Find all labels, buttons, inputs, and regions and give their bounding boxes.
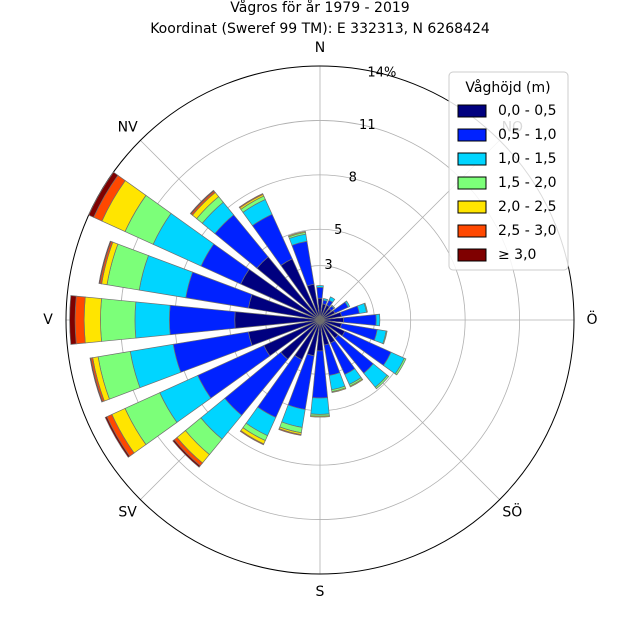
outer-ring — [65, 65, 575, 575]
rose-bar-segment — [172, 439, 201, 468]
rose-bar-segment — [189, 189, 215, 215]
direction-label: N — [315, 40, 325, 56]
legend-swatch — [457, 200, 487, 214]
rose-bar-segment — [69, 295, 77, 345]
legend-entries: 0,0 - 0,5 0,5 - 1,0 1,0 - 1,5 1,5 - 2,0 2,0 … — [457, 103, 556, 263]
direction-label: V — [43, 312, 53, 328]
rose-bar-segment — [328, 296, 336, 303]
rose-bar-segment — [287, 230, 306, 238]
rose-bar-segment — [100, 298, 137, 342]
rose-bar-segment — [343, 314, 377, 326]
radial-tick-label: 8 — [349, 171, 357, 186]
direction-label: S — [316, 584, 325, 600]
direction-label: SÖ — [502, 502, 522, 520]
legend-title: Våghöjd (m) — [465, 79, 550, 96]
rose-bar-segment — [331, 387, 347, 393]
chart-subtitle: Koordinat (Sweref 99 TM): E 332313, N 62… — [150, 21, 490, 37]
legend-box — [448, 71, 569, 271]
rose-bar-segment — [382, 330, 388, 345]
legend: Våghöjd (m) 0,0 - 0,5 0,5 - 1,0 1,0 - 1,5 1… — [448, 71, 569, 271]
rose-bars — [69, 171, 407, 468]
direction-label: SV — [118, 504, 137, 520]
radial-tick-labels: 3 5 8 11 14% — [324, 66, 396, 273]
legend-label: 0,5 - 1,0 — [498, 127, 556, 143]
rose-bar-segment — [238, 193, 264, 209]
rose-bar-segment — [375, 313, 381, 327]
radial-tick-label: 14% — [367, 66, 396, 81]
direction-label: Ö — [586, 310, 597, 328]
rose-bar-segment — [312, 350, 328, 399]
rose-bar-segment — [363, 302, 368, 313]
rose-bar-segment — [98, 240, 112, 284]
legend-label: 1,0 - 1,5 — [498, 151, 556, 167]
legend-label: 2,5 - 3,0 — [498, 223, 556, 239]
rose-bar-segment — [316, 286, 324, 299]
legend-swatch — [457, 152, 487, 166]
rose-bar-segment — [349, 378, 364, 388]
legend-swatch — [457, 104, 487, 118]
direction-label: NV — [118, 120, 138, 136]
legend-label: 1,5 - 2,0 — [498, 175, 556, 191]
rose-bar-segment — [134, 301, 171, 339]
legend-swatch — [457, 176, 487, 190]
rose-bar-segment — [394, 357, 407, 376]
rose-bar-segment — [104, 416, 131, 458]
chart-title: Vågros för år 1979 - 2019 — [230, 0, 409, 16]
radial-tick-label: 3 — [324, 258, 332, 273]
rose-bar-segment — [89, 357, 104, 403]
legend-swatch — [457, 224, 487, 238]
rose-bar-segment — [374, 374, 390, 390]
rose-bar-segment — [239, 430, 265, 446]
rose-bar-segment — [88, 171, 119, 218]
rose-bar-segment — [310, 415, 330, 418]
legend-label: 2,0 - 2,5 — [498, 199, 556, 215]
rose-bar-segment — [310, 397, 330, 415]
rose-bar-segment — [138, 255, 194, 299]
legend-label: ≥ 3,0 — [498, 247, 536, 263]
rose-bar-segment — [344, 300, 351, 308]
rose-bar-segment — [83, 296, 102, 344]
rose-bar-segment — [322, 298, 329, 302]
legend-swatch — [457, 248, 487, 262]
legend-swatch — [457, 128, 487, 142]
rose-bar-segment — [316, 285, 324, 288]
radial-tick-label: 11 — [359, 118, 376, 133]
rose-bar-segment — [278, 428, 302, 436]
rose-bar-segment — [331, 304, 336, 309]
rose-bar-segment — [169, 304, 236, 336]
legend-label: 0,0 - 0,5 — [498, 103, 556, 119]
radial-tick-label: 5 — [334, 223, 342, 238]
rose-bar-segment — [74, 295, 86, 345]
